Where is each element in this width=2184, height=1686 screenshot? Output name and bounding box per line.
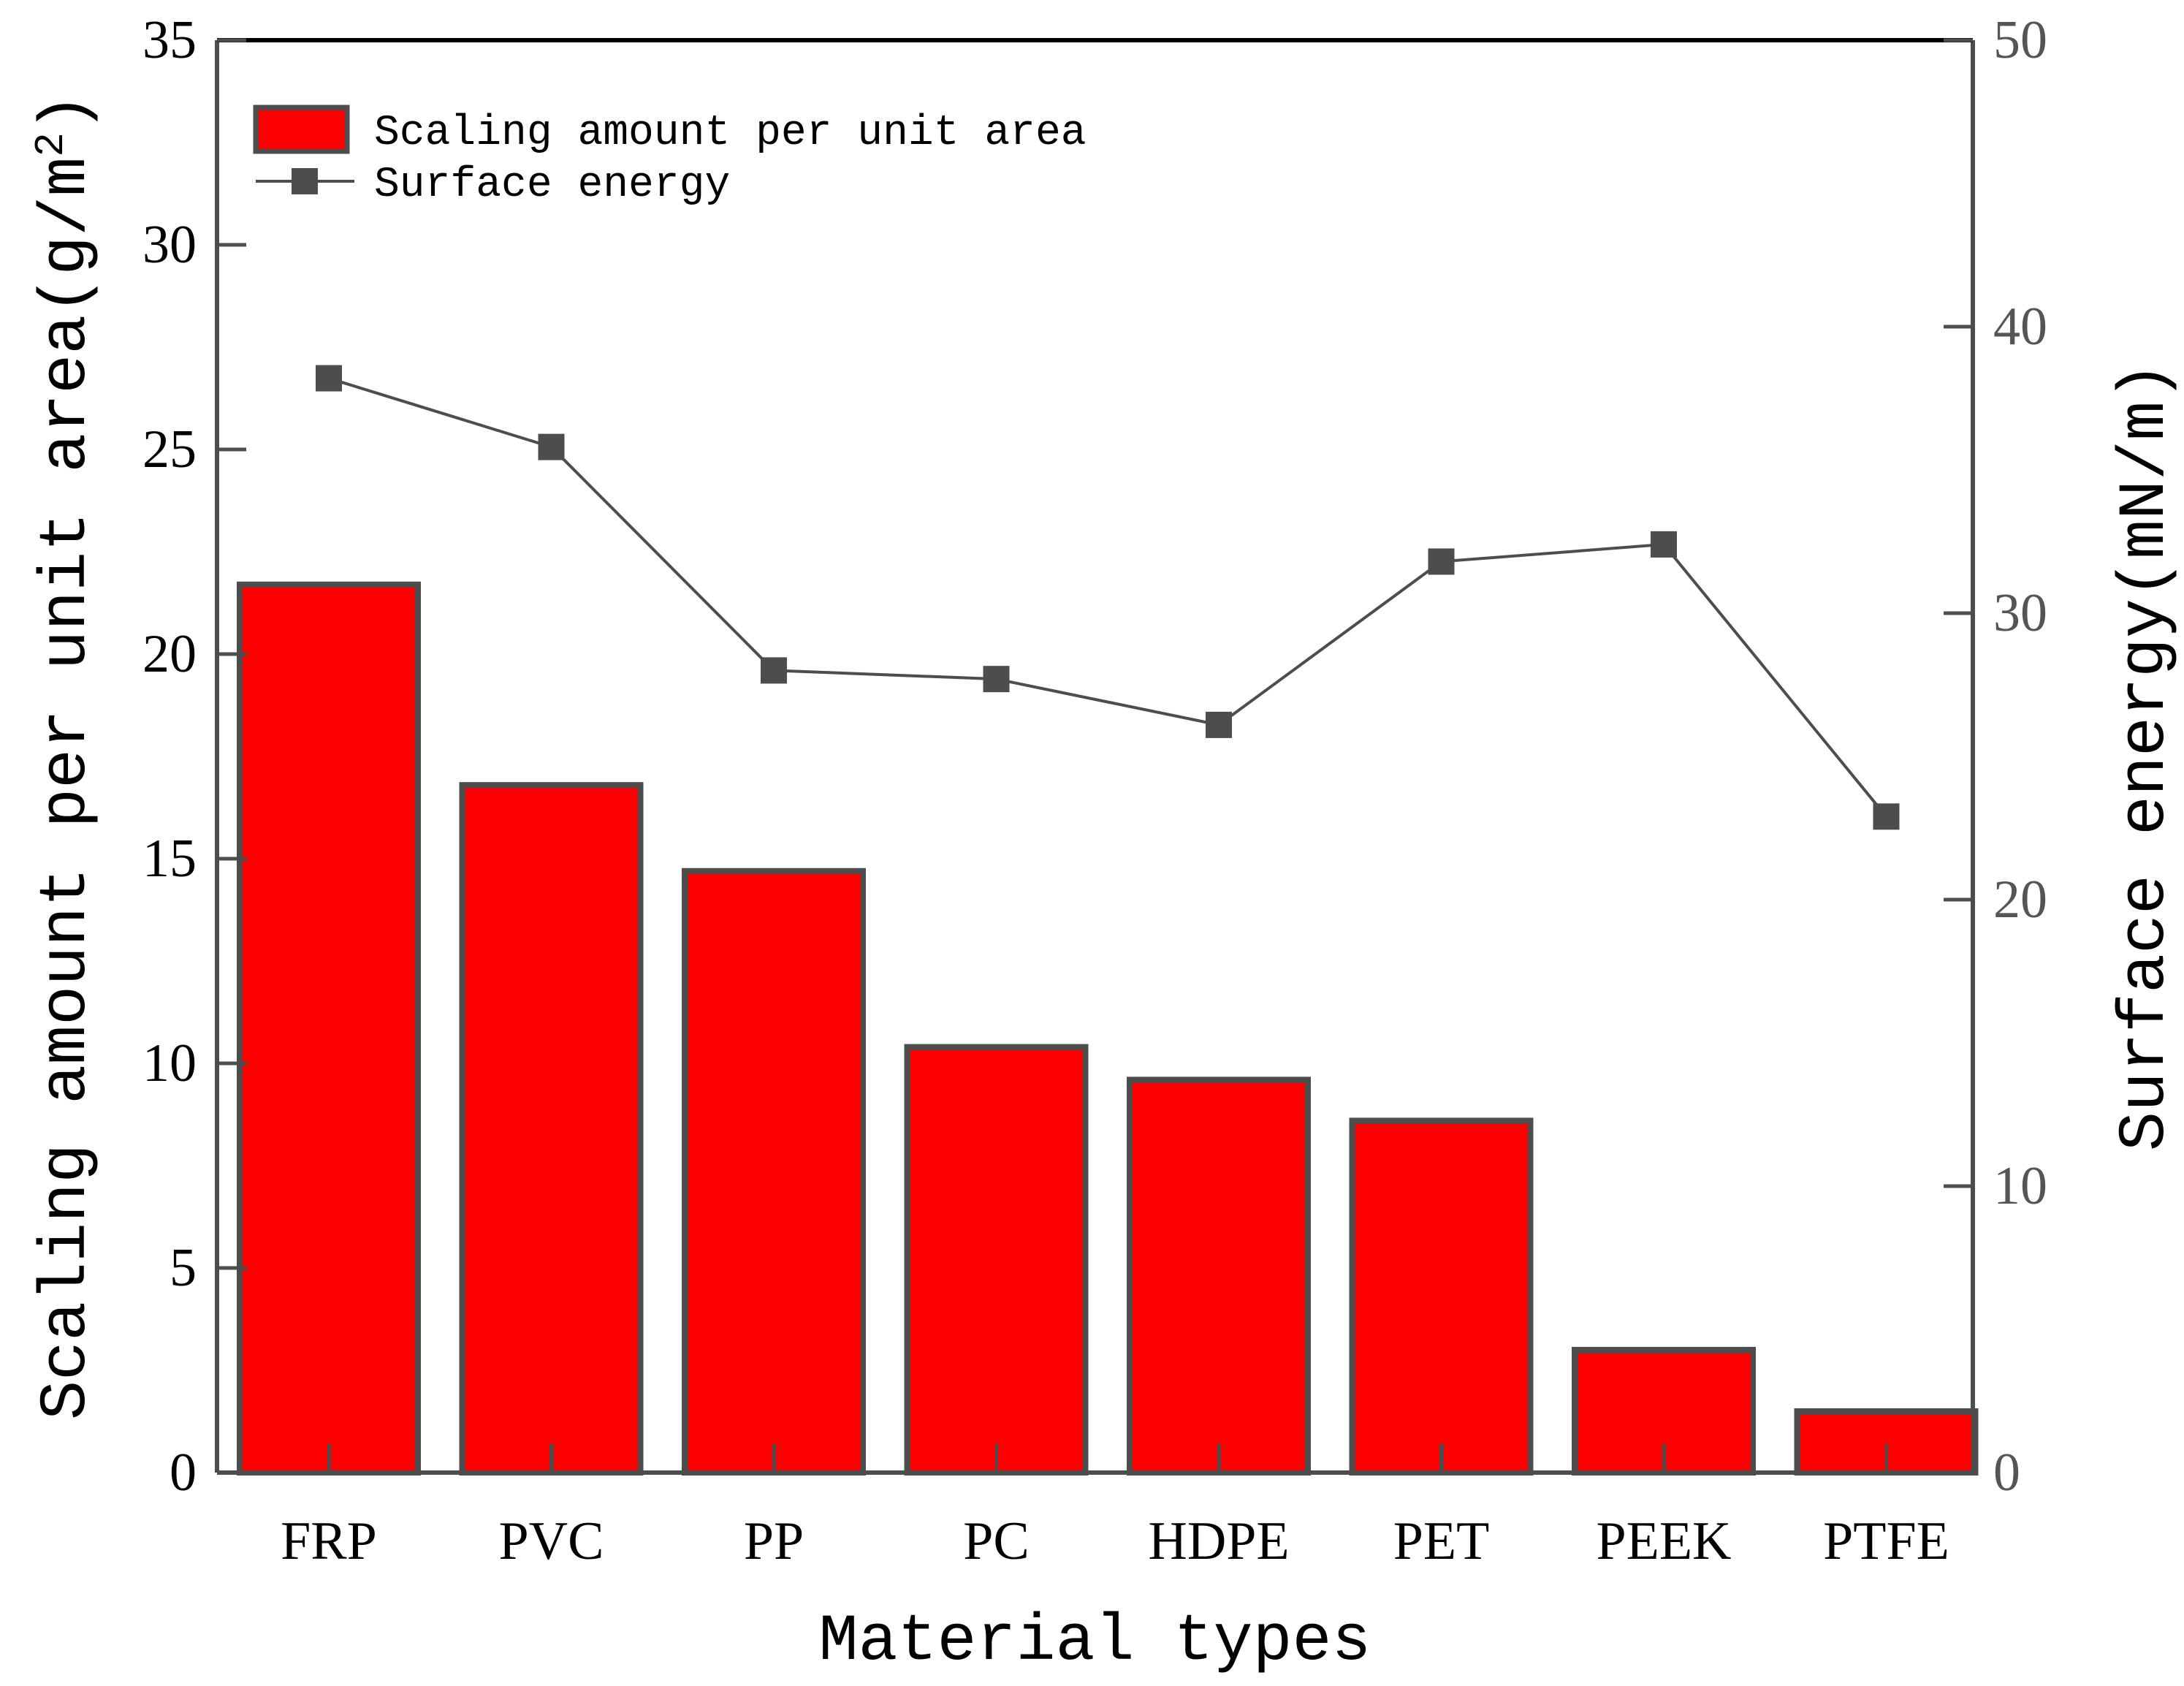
- surface-energy-point-frp: [316, 365, 342, 392]
- bar-hdpe: [1127, 1076, 1311, 1476]
- right-axis-title: Surface energy(mN/m): [2109, 362, 2183, 1151]
- bar-pp: [682, 867, 866, 1476]
- surface-energy-point-pp: [761, 657, 787, 684]
- x-tick-label-pp: PP: [744, 1511, 804, 1571]
- x-tick-label-ptfe: PTFE: [1823, 1511, 1949, 1571]
- surface-energy-line: [328, 376, 1888, 818]
- bar-pc: [904, 1044, 1089, 1476]
- legend-marker-swatch: [292, 168, 318, 194]
- x-axis-title: Material types: [818, 1605, 1371, 1679]
- right-tick-label-10: 10: [1993, 1156, 2047, 1216]
- x-tick-label-pc: PC: [963, 1511, 1030, 1571]
- legend-label-surface-energy: Surface energy: [374, 162, 730, 209]
- left-tick-label-15: 15: [142, 829, 197, 889]
- surface-energy-point-pc: [983, 666, 1010, 693]
- legend: Scaling amount per unit area Surface ener…: [253, 105, 1087, 209]
- axes-layer: [215, 38, 1975, 1475]
- legend-label-scaling: Scaling amount per unit area: [374, 110, 1087, 157]
- bar-pvc: [459, 782, 644, 1476]
- x-tick-label-hdpe: HDPE: [1148, 1511, 1289, 1571]
- right-tick-label-30: 30: [1993, 583, 2047, 643]
- left-tick-label-0: 0: [170, 1443, 197, 1503]
- surface-energy-point-ptfe: [1873, 803, 1900, 830]
- line-layer: [316, 365, 1900, 830]
- left-tick-label-10: 10: [142, 1033, 197, 1093]
- left-tick-label-35: 35: [142, 10, 197, 70]
- left-tick-label-20: 20: [142, 624, 197, 684]
- surface-energy-point-peek: [1651, 531, 1677, 558]
- left-axis-title: Scaling amount per unit area(g/m2): [28, 93, 104, 1420]
- right-tick-label-40: 40: [1993, 297, 2047, 357]
- right-tick-label-0: 0: [1993, 1443, 2020, 1503]
- x-tick-label-peek: PEEK: [1597, 1511, 1732, 1571]
- x-tick-label-pet: PET: [1393, 1511, 1490, 1571]
- bar-pet: [1349, 1117, 1534, 1476]
- left-tick-label-30: 30: [142, 215, 197, 275]
- surface-energy-point-hdpe: [1206, 711, 1232, 738]
- surface-energy-point-pvc: [538, 433, 565, 460]
- x-tick-label-frp: FRP: [281, 1511, 377, 1571]
- right-tick-label-20: 20: [1993, 870, 2047, 930]
- surface-energy-point-pet: [1428, 548, 1455, 575]
- right-tick-label-50: 50: [1993, 10, 2047, 70]
- legend-bar-swatch: [253, 105, 350, 154]
- x-tick-label-pvc: PVC: [499, 1511, 604, 1571]
- left-tick-label-5: 5: [170, 1238, 197, 1298]
- left-tick-label-25: 25: [142, 419, 197, 479]
- labels-layer: 0 5 10 15 20 25 30 35 0 10 20 30 40 50 FRP PVC PP PC HDPE P…: [28, 10, 2183, 1679]
- bar-frp: [237, 581, 421, 1476]
- bars-layer: [237, 581, 1979, 1476]
